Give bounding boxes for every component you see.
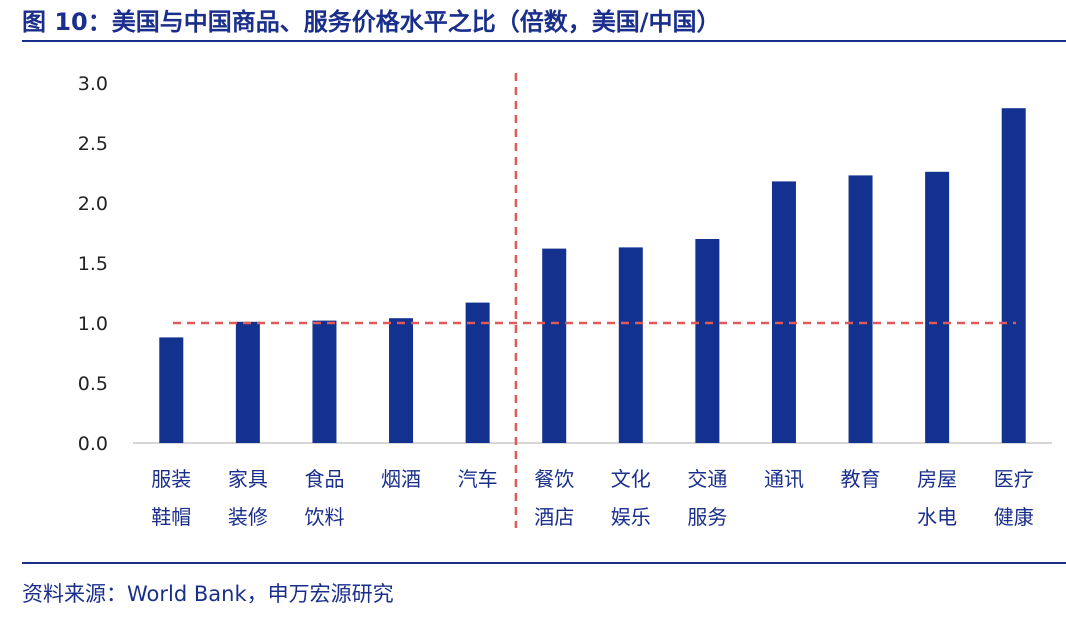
x-category-label: 文化 <box>611 467 651 491</box>
y-axis-ticks: 0.0 0.5 1.0 1.5 2.0 2.5 3.0 <box>78 73 108 455</box>
x-category-label: 家具 <box>228 467 268 491</box>
x-category-label: 娱乐 <box>611 505 651 529</box>
x-category-label: 水电 <box>917 505 957 529</box>
x-category-label: 服务 <box>687 505 727 529</box>
x-category-label: 服装 <box>151 467 191 491</box>
bar <box>848 175 873 443</box>
x-category-label: 鞋帽 <box>151 505 191 529</box>
bar <box>925 171 950 444</box>
x-category-label: 交通 <box>687 467 727 491</box>
bar <box>618 247 643 443</box>
bar <box>1001 108 1026 443</box>
x-category-label: 通讯 <box>764 467 804 491</box>
bar <box>771 181 796 443</box>
title-divider <box>22 40 1066 42</box>
x-category-label: 烟酒 <box>381 467 421 491</box>
bar <box>695 239 720 443</box>
source-divider <box>22 562 1066 564</box>
y-tick-label: 1.0 <box>78 313 108 335</box>
y-tick-label: 2.0 <box>78 193 108 215</box>
bar <box>235 321 260 443</box>
bars <box>159 108 1026 444</box>
y-tick-label: 0.0 <box>78 433 108 455</box>
x-category-label: 装修 <box>228 505 268 529</box>
source-note: 资料来源：World Bank，申万宏源研究 <box>22 582 394 606</box>
x-category-label: 房屋 <box>917 467 957 491</box>
x-category-label: 汽车 <box>458 467 498 491</box>
bar <box>465 302 490 443</box>
bar <box>542 248 567 443</box>
x-category-label: 医疗 <box>994 467 1034 491</box>
bar <box>159 337 184 443</box>
x-category-label: 饮料 <box>304 505 344 529</box>
y-tick-label: 3.0 <box>78 73 108 95</box>
x-category-label: 教育 <box>841 467 881 491</box>
x-category-label: 酒店 <box>534 505 574 529</box>
bar <box>389 318 414 443</box>
y-tick-label: 0.5 <box>78 373 108 395</box>
y-tick-label: 1.5 <box>78 253 108 275</box>
y-tick-label: 2.5 <box>78 133 108 155</box>
x-category-label: 食品 <box>304 467 344 491</box>
bar <box>312 320 337 443</box>
page-title: 图 10：美国与中国商品、服务价格水平之比（倍数，美国/中国） <box>22 8 721 36</box>
x-category-label: 餐饮 <box>534 467 574 491</box>
x-category-label: 健康 <box>994 505 1034 529</box>
